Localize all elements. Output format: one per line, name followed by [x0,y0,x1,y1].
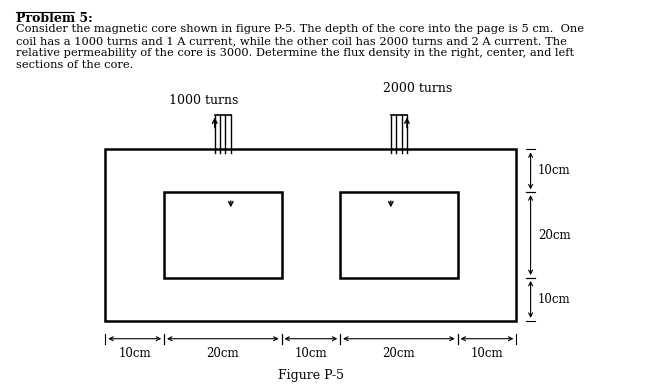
Bar [106,149,516,321]
Text: 10cm: 10cm [471,346,504,360]
Text: 2000 turns: 2000 turns [383,82,452,95]
Text: 10cm: 10cm [294,346,327,360]
Text: 10cm: 10cm [538,293,570,306]
Bar [340,192,457,278]
Text: Problem 5:: Problem 5: [16,12,93,25]
Text: 1000 turns: 1000 turns [169,94,238,107]
Text: relative permeability of the core is 3000. Determine the flux density in the rig: relative permeability of the core is 300… [16,48,574,58]
Text: 20cm: 20cm [207,346,239,360]
Text: 10cm: 10cm [538,164,570,177]
Text: 20cm: 20cm [538,229,570,242]
Text: coil has a 1000 turns and 1 A current, while the other coil has 2000 turns and 2: coil has a 1000 turns and 1 A current, w… [16,36,567,46]
Text: 20cm: 20cm [383,346,415,360]
Text: Figure P-5: Figure P-5 [278,368,344,382]
Bar [164,192,282,278]
Text: Consider the magnetic core shown in figure P-5. The depth of the core into the p: Consider the magnetic core shown in figu… [16,24,584,34]
Text: 10cm: 10cm [118,346,151,360]
Text: sections of the core.: sections of the core. [16,60,133,70]
